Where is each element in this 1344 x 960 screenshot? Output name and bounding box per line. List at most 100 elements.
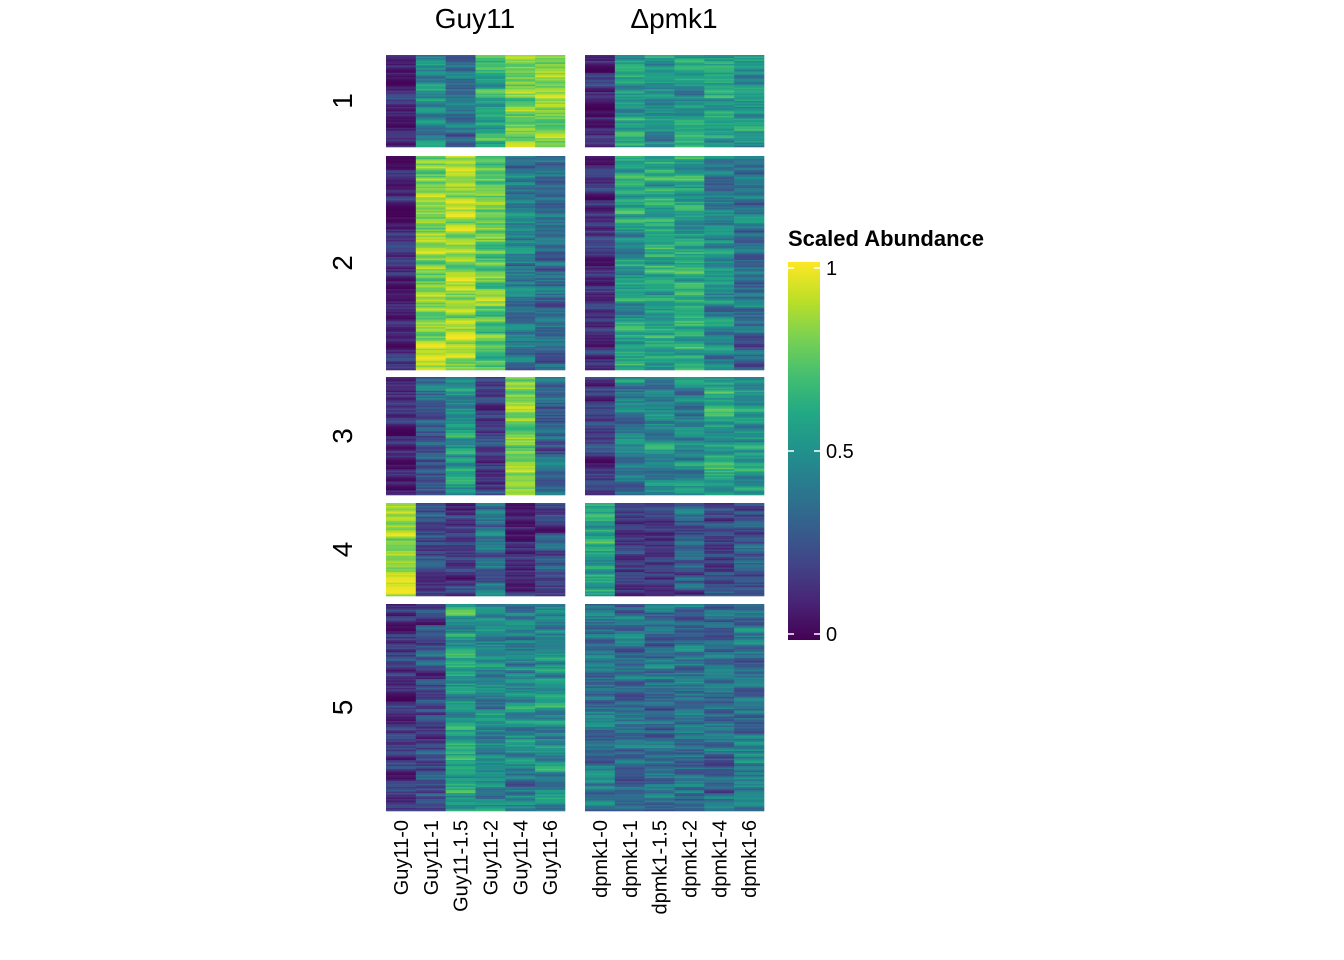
- heatmap-cell: [644, 92, 675, 94]
- heatmap-cell: [614, 519, 645, 522]
- heatmap-cell: [644, 560, 675, 562]
- heatmap-cell: [614, 578, 645, 580]
- heatmap-cell: [386, 204, 417, 207]
- heatmap-cell: [644, 380, 675, 382]
- heatmap-cell: [535, 673, 566, 675]
- heatmap-cell: [704, 416, 735, 419]
- heatmap-cell: [674, 307, 705, 310]
- heatmap-cell: [704, 542, 735, 544]
- heatmap-cell: [614, 212, 645, 215]
- heatmap-cell: [644, 318, 675, 320]
- heatmap-cell: [644, 130, 675, 133]
- heatmap-cell: [475, 115, 506, 118]
- heatmap-cell: [505, 605, 536, 608]
- heatmap-cell: [445, 334, 476, 337]
- heatmap-cell: [585, 555, 616, 558]
- heatmap-cell: [415, 429, 446, 432]
- heatmap-cell: [644, 399, 675, 402]
- heatmap-cell: [644, 313, 675, 316]
- heatmap-cell: [704, 83, 735, 85]
- heatmap-cell: [674, 66, 705, 69]
- heatmap-cell: [386, 426, 417, 429]
- heatmap-cell: [505, 327, 536, 330]
- heatmap-cell: [704, 136, 735, 139]
- heatmap-cell: [734, 330, 765, 333]
- heatmap-cell: [535, 111, 566, 114]
- heatmap-cell: [585, 177, 616, 180]
- heatmap-cell: [445, 325, 476, 328]
- heatmap-cell: [445, 649, 476, 651]
- heatmap-cell: [614, 481, 645, 484]
- heatmap-cell: [445, 59, 476, 62]
- heatmap-cell: [585, 191, 616, 193]
- heatmap-cell: [585, 578, 616, 580]
- heatmap-cell: [475, 488, 506, 491]
- heatmap-cell: [644, 345, 675, 348]
- heatmap-cell: [505, 75, 536, 78]
- heatmap-cell: [535, 75, 566, 78]
- cluster-4-panel-1-cells: [386, 503, 566, 597]
- heatmap-cell: [535, 325, 566, 328]
- heatmap-cell: [585, 127, 616, 130]
- heatmap-cell: [505, 120, 536, 123]
- heatmap-cell: [415, 142, 446, 145]
- heatmap-cell: [644, 566, 675, 568]
- heatmap-cell: [475, 760, 506, 762]
- heatmap-cell: [505, 629, 536, 632]
- heatmap-cell: [704, 328, 735, 331]
- heatmap-cell: [386, 365, 417, 368]
- heatmap-cell: [704, 399, 735, 402]
- heatmap-cell: [445, 632, 476, 635]
- heatmap-cell: [386, 141, 417, 143]
- heatmap-cell: [734, 417, 765, 420]
- heatmap-cell: [585, 299, 616, 302]
- heatmap-cell: [614, 417, 645, 420]
- heatmap-cell: [475, 431, 506, 434]
- heatmap-cell: [475, 261, 506, 264]
- heatmap-cell: [734, 98, 765, 100]
- heatmap-cell: [644, 106, 675, 109]
- heatmap-cell: [585, 318, 616, 320]
- heatmap-cell: [415, 136, 446, 139]
- heatmap-cell: [415, 525, 446, 528]
- heatmap-cell: [585, 381, 616, 384]
- heatmap-cell: [505, 479, 536, 482]
- heatmap-cell: [614, 404, 645, 407]
- heatmap-cell: [674, 555, 705, 558]
- heatmap-cell: [475, 84, 506, 87]
- heatmap-cell: [674, 485, 705, 488]
- heatmap-cell: [644, 410, 675, 413]
- heatmap-cell: [614, 575, 645, 577]
- heatmap-cell: [535, 381, 566, 384]
- heatmap-cell: [475, 419, 506, 422]
- heatmap-cell: [644, 87, 675, 90]
- heatmap-cell: [614, 478, 645, 481]
- heatmap-cell: [475, 659, 506, 662]
- heatmap-cell: [386, 658, 417, 660]
- heatmap-cell: [445, 785, 476, 788]
- heatmap-cell: [475, 664, 506, 666]
- heatmap-cell: [734, 250, 765, 253]
- heatmap-cell: [475, 763, 506, 765]
- heatmap-cell: [386, 802, 417, 804]
- heatmap-cell: [644, 439, 675, 441]
- heatmap-cell: [535, 570, 566, 573]
- heatmap-cell: [674, 426, 705, 429]
- heatmap-cell: [644, 266, 675, 268]
- heatmap-cell: [704, 467, 735, 470]
- heatmap-cell: [445, 408, 476, 411]
- heatmap-cell: [386, 305, 417, 308]
- heatmap-cell: [734, 83, 765, 85]
- heatmap-cell: [445, 545, 476, 547]
- heatmap-cell: [475, 126, 506, 129]
- heatmap-cell: [734, 307, 765, 310]
- heatmap-cell: [475, 440, 506, 443]
- heatmap-cell: [674, 115, 705, 118]
- heatmap-cell: [415, 321, 446, 323]
- heatmap-cell: [445, 665, 476, 668]
- heatmap-cell: [614, 563, 645, 565]
- heatmap-cell: [415, 293, 446, 296]
- heatmap-cell: [734, 530, 765, 532]
- heatmap-cell: [704, 299, 735, 302]
- heatmap-cell: [386, 354, 417, 357]
